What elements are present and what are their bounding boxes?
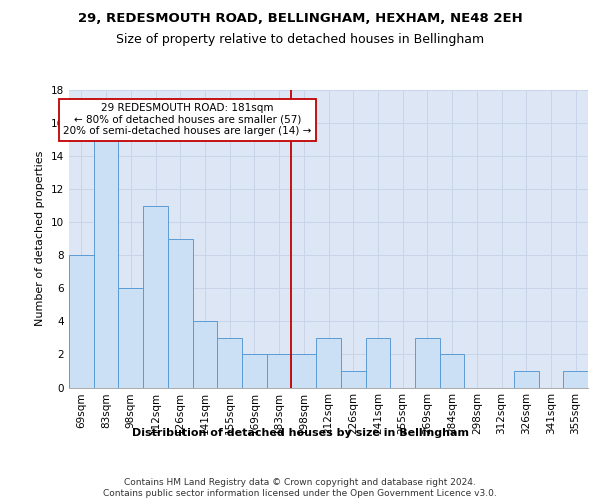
Bar [514,371,539,388]
Text: Contains HM Land Registry data © Crown copyright and database right 2024.
Contai: Contains HM Land Registry data © Crown c… [103,478,497,498]
Bar [193,322,217,388]
Bar [168,239,193,388]
Bar [267,354,292,388]
Bar [341,371,365,388]
Bar [440,354,464,388]
Text: Size of property relative to detached houses in Bellingham: Size of property relative to detached ho… [116,32,484,46]
Bar [217,338,242,388]
Bar [242,354,267,388]
Y-axis label: Number of detached properties: Number of detached properties [35,151,46,326]
Bar [94,140,118,388]
Text: 29 REDESMOUTH ROAD: 181sqm
← 80% of detached houses are smaller (57)
20% of semi: 29 REDESMOUTH ROAD: 181sqm ← 80% of deta… [64,103,312,136]
Bar [292,354,316,388]
Bar [316,338,341,388]
Bar [118,288,143,388]
Text: Distribution of detached houses by size in Bellingham: Distribution of detached houses by size … [131,428,469,438]
Bar [143,206,168,388]
Bar [563,371,588,388]
Text: 29, REDESMOUTH ROAD, BELLINGHAM, HEXHAM, NE48 2EH: 29, REDESMOUTH ROAD, BELLINGHAM, HEXHAM,… [77,12,523,26]
Bar [69,256,94,388]
Bar [415,338,440,388]
Bar [365,338,390,388]
